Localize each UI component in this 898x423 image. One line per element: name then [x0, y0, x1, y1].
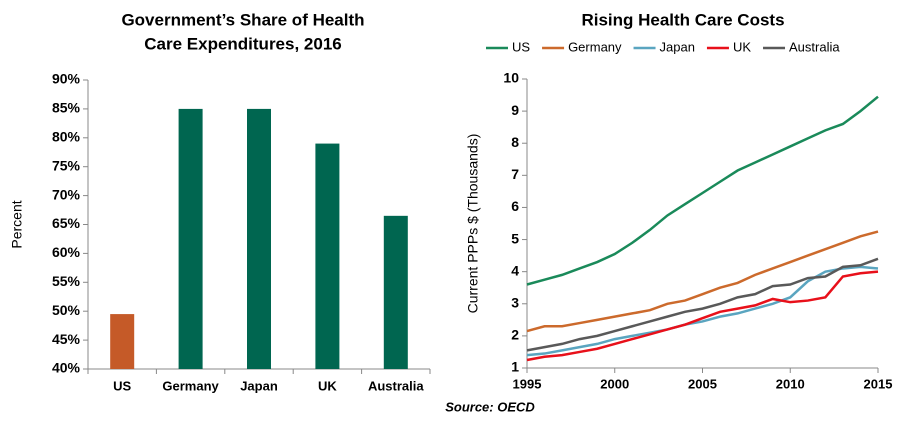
x-tick-label: Germany [162, 378, 219, 393]
x-tick-label: Japan [240, 378, 278, 393]
bar [178, 108, 203, 370]
chart-title: Rising Health Care Costs [581, 10, 784, 29]
x-tick-label: 2000 [600, 376, 629, 391]
y-tick-label: 55% [52, 273, 81, 289]
y-tick-label: 9 [511, 102, 519, 118]
legend-label: Japan [660, 39, 695, 54]
line-series [526, 257, 879, 352]
legend-label: Germany [568, 39, 622, 54]
y-tick-label: 70% [52, 186, 81, 202]
y-axis-label: Current PPPs $ (Thousands) [465, 134, 481, 314]
line-series [526, 95, 879, 286]
y-tick-label: 3 [511, 294, 519, 310]
source: Source: OECD [445, 399, 535, 414]
x-tick-label: US [113, 378, 131, 393]
legend-label: US [512, 39, 530, 54]
x-tick-label: Australia [368, 378, 424, 393]
y-tick-label: 90% [52, 71, 81, 87]
y-tick-label: 50% [52, 302, 81, 318]
y-tick-label: 60% [52, 244, 81, 260]
y-tick-label: 65% [52, 215, 81, 231]
x-tick-label: UK [318, 378, 337, 393]
y-tick-label: 7 [511, 166, 519, 182]
y-tick-label: 5 [511, 230, 519, 246]
y-tick-label: 6 [511, 198, 519, 214]
x-tick-label: 2015 [864, 376, 893, 391]
y-tick-label: 80% [52, 129, 81, 145]
line-series [526, 270, 879, 362]
x-tick-label: 2010 [776, 376, 805, 391]
legend-label: UK [733, 39, 751, 54]
bar [247, 108, 271, 370]
y-tick-label: 40% [52, 360, 81, 376]
line-series [526, 265, 879, 357]
line-series [526, 230, 879, 333]
chart-title: Government’s Share of Health [121, 10, 364, 29]
y-tick-label: 2 [511, 327, 519, 343]
y-axis-label: Percent [9, 200, 25, 248]
y-tick-label: 45% [52, 331, 81, 347]
y-tick-label: 85% [52, 100, 81, 116]
y-tick-label: 8 [511, 134, 519, 150]
x-tick-label: 2005 [688, 376, 717, 391]
x-tick-label: 1995 [513, 376, 542, 391]
y-tick-label: 75% [52, 157, 81, 173]
chart-title: Care Expenditures, 2016 [144, 34, 341, 53]
y-tick-label: 1 [511, 359, 519, 375]
y-tick-label: 10 [503, 70, 519, 86]
legend-label: Australia [789, 39, 840, 54]
bar [315, 143, 340, 369]
bar [383, 215, 408, 369]
bar [110, 314, 135, 369]
y-tick-label: 4 [511, 262, 519, 278]
